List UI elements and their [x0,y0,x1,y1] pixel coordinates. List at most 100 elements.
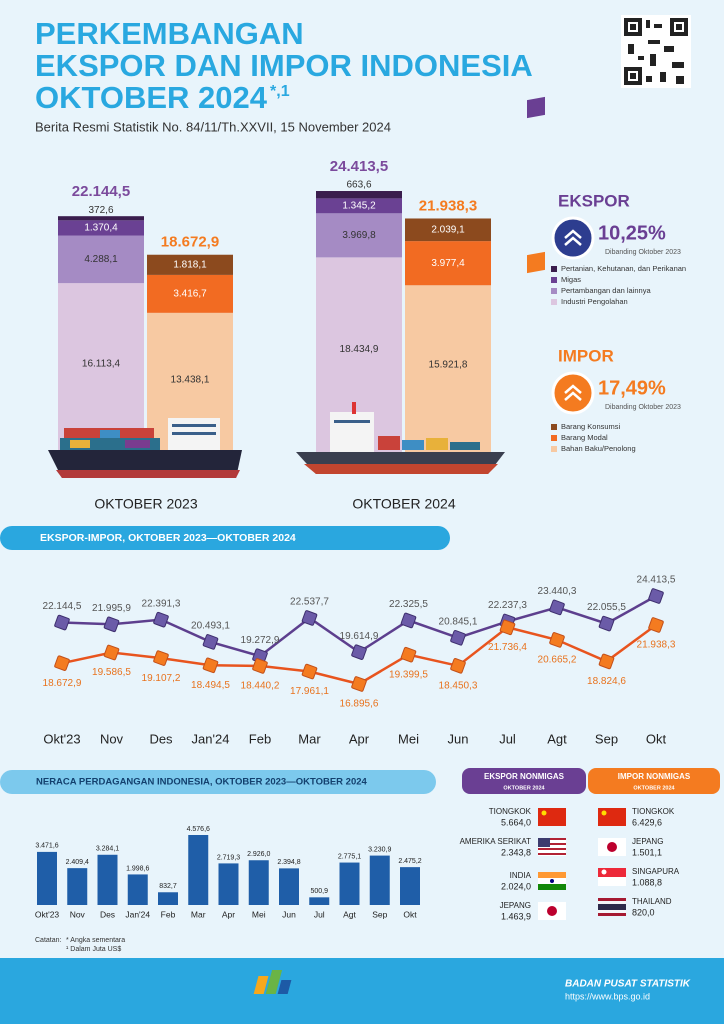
trend-value-label: 22.537,7 [290,597,329,608]
country-value: 1.088,8 [632,877,662,887]
ekspor-segment [316,213,402,258]
subtitle: Berita Resmi Statistik No. 84/11/Th.XXVI… [35,119,391,134]
flags [538,808,626,920]
notes-title: Catatan: [35,937,62,944]
trend-value-label: 24.413,5 [637,575,676,586]
trend-value-label: 21.938,3 [637,640,676,651]
balance-value-label: 2.409,4 [66,859,89,866]
balance-bar [309,897,330,905]
legend-label: Barang Modal [561,433,608,442]
segment-label: 13.438,1 [171,375,210,386]
trend-point [351,644,367,660]
trend-point [648,588,664,604]
x-tick-label: Jul [499,731,516,746]
country-name: THAILAND [632,897,672,906]
x-tick-label: Sep [372,909,387,919]
segment-label: 3.416,7 [173,289,207,300]
ship-2024 [296,402,505,474]
trend-point [351,676,367,692]
legend-swatch [551,266,557,272]
trend-point [450,630,466,646]
title-line: EKSPOR DAN IMPOR INDONESIA [35,48,533,83]
balance-value-label: 2.475,2 [398,858,421,865]
balance-bar [248,860,269,905]
badge-title: IMPOR [558,346,614,365]
balance-banner [0,770,436,794]
trend-value-label: 20.665,2 [538,655,577,666]
balance-value-label: 3.471,6 [35,843,58,850]
balance-bar [127,874,148,905]
x-tick-label: Agt [343,909,356,919]
trend-point [549,632,565,648]
segment-label: 4.288,1 [84,254,118,265]
legend-swatch [551,299,557,305]
trend-value-label: 19.399,5 [389,669,428,680]
segment-label: 3.969,8 [342,230,376,241]
x-tick-label: Des [100,909,115,919]
badge-change: 10,25% [598,222,666,244]
trend-point [202,634,219,650]
trend-point [103,616,120,633]
trend-point [598,615,615,632]
x-tick-label: Mar [191,909,206,919]
segment-label: 16.113,4 [82,358,121,369]
trend-point [648,617,664,633]
country-value: 820,0 [632,907,655,917]
impor-segment [405,218,491,242]
country-value: 1.463,9 [501,911,531,921]
country-value: 2.024,0 [501,881,531,891]
ekspor-icon [527,96,545,119]
note-item: ¹ Dalam Juta US$ [66,946,121,953]
x-tick-label: Sep [595,731,618,746]
segment-label: 663,6 [346,180,371,191]
trend-point [54,614,70,631]
balance-value-label: 3.230,9 [368,846,391,853]
badge-chevrons [564,384,582,401]
x-tick-label: Agt [547,731,567,746]
legend-label: Industri Pengolahan [561,297,628,306]
segment-label: 18.434,9 [340,344,379,355]
segment-label: 1.370,4 [84,223,118,234]
trend-point [301,663,318,680]
trend-value-label: 20.493,1 [191,621,230,632]
x-tick-label: Nov [100,731,124,746]
trend-point [598,653,615,670]
title-line: PERKEMBANGAN [35,16,304,51]
balance-bar [97,854,118,905]
footer-url: https://www.bps.go.id [565,991,650,1001]
balance-value-label: 832,7 [159,883,177,890]
legend-swatch [551,277,557,283]
total-label: 18.672,9 [161,234,219,251]
segment-label: 372,6 [88,205,113,216]
trend-value-label: 21.736,4 [488,642,527,653]
balance-bar [37,851,57,905]
balance-value-label: 2.394,8 [277,859,300,866]
nonmigas-period: OKTOBER 2024 [633,785,675,791]
legend-swatch [551,288,557,294]
balance-value-label: 2.926,0 [247,851,270,858]
trend-point [153,650,169,666]
trend-value-label: 22.144,5 [43,601,82,612]
balance-value-label: 4.576,6 [187,826,210,833]
balance-bar [339,862,360,905]
x-tick-label: Jan'24 [192,731,230,746]
trend-point [54,655,70,671]
balance-chart: NERACA PERDAGANGAN INDONESIA, OKTOBER 20… [35,777,422,920]
x-tick-label: Okt'23 [35,909,60,919]
total-label: 22.144,5 [72,183,130,200]
segment-label: 15.921,8 [429,359,468,370]
impor-nonmigas-banner [588,768,720,794]
total-label: 21.938,3 [419,197,477,214]
trend-point [450,658,466,674]
balance-bar [400,867,420,905]
impor-segment [147,254,233,275]
balance-bar [67,868,88,905]
balance-value-label: 500,9 [310,888,328,895]
x-tick-label: Jun [448,731,469,746]
balance-bar [188,835,209,905]
bps-logo [253,970,292,994]
balance-bar [158,892,178,905]
x-tick-label: Des [149,731,173,746]
